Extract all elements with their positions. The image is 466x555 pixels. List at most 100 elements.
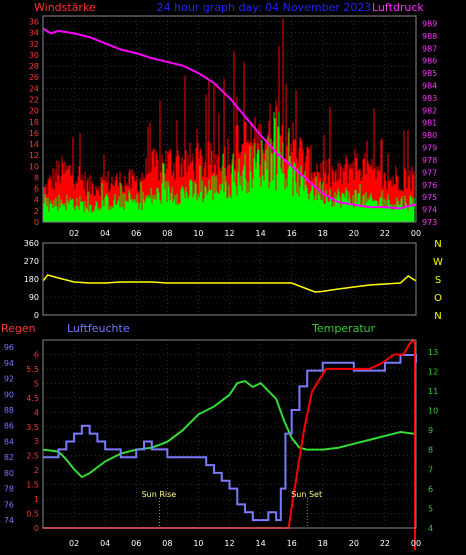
temperature-ytick-label: 4 bbox=[428, 524, 433, 533]
wind-xtick-label: 18 bbox=[318, 229, 328, 238]
temperature-ytick-label: 6 bbox=[428, 485, 433, 494]
humidity-ytick-label: 84 bbox=[4, 437, 14, 446]
wind-ytick-label: 22 bbox=[29, 96, 39, 105]
climate-panel-axes: 00.511.522.533.544.555.56747678808284868… bbox=[4, 343, 438, 548]
wind-ytick-label: 26 bbox=[29, 73, 39, 82]
wind-ytick-label: 32 bbox=[29, 40, 39, 49]
direction-panel-data bbox=[42, 274, 417, 293]
compass-label: W bbox=[433, 257, 443, 268]
rain-ytick-label: 1 bbox=[34, 495, 39, 504]
compass-label: O bbox=[434, 293, 442, 304]
temperature-ytick-label: 10 bbox=[428, 407, 438, 416]
pressure-ytick-label: 980 bbox=[422, 131, 437, 140]
rain-ytick-label: 3 bbox=[34, 437, 39, 446]
pressure-ytick-label: 975 bbox=[422, 193, 437, 202]
wind-xtick-label: 16 bbox=[287, 229, 297, 238]
sunrise-marker-label: Sun Rise bbox=[142, 490, 177, 499]
rain-ytick-label: 5 bbox=[34, 379, 39, 388]
climate-xtick-label: 20 bbox=[349, 539, 359, 548]
rain-ytick-label: 0.5 bbox=[26, 510, 39, 519]
rain-ytick-label: 5.5 bbox=[26, 365, 39, 374]
direction-ytick-label: 90 bbox=[29, 293, 39, 302]
wind-xtick-label: 06 bbox=[131, 229, 141, 238]
pressure-ytick-label: 986 bbox=[422, 57, 437, 66]
wind-ytick-label: 6 bbox=[34, 185, 39, 194]
pressure-label: Luftdruck bbox=[372, 1, 424, 14]
wind-direction-line bbox=[42, 274, 417, 293]
temperature-ytick-label: 8 bbox=[428, 446, 433, 455]
humidity-line bbox=[43, 353, 417, 522]
sunset-marker-label: Sun Set bbox=[291, 490, 322, 499]
pressure-ytick-label: 981 bbox=[422, 119, 437, 128]
wind-panel-frame bbox=[42, 15, 417, 223]
rain-line bbox=[43, 338, 417, 529]
wind-ytick-label: 18 bbox=[29, 118, 39, 127]
climate-xtick-label: 04 bbox=[100, 539, 110, 548]
pressure-ytick-label: 985 bbox=[422, 69, 437, 78]
climate-panel-data bbox=[42, 338, 417, 550]
pressure-ytick-label: 978 bbox=[422, 156, 437, 165]
humidity-ytick-label: 78 bbox=[4, 485, 14, 494]
wind-xtick-label: 12 bbox=[224, 229, 234, 238]
rain-ytick-label: 3.5 bbox=[26, 423, 39, 432]
pressure-ytick-label: 989 bbox=[422, 19, 437, 28]
climate-xtick-label: 10 bbox=[193, 539, 203, 548]
temperature-label: Temperatur bbox=[311, 322, 376, 335]
direction-panel-frame bbox=[42, 242, 417, 316]
wind-ytick-label: 30 bbox=[29, 51, 39, 60]
temperature-ytick-label: 7 bbox=[428, 465, 433, 474]
wind-ytick-label: 24 bbox=[29, 84, 39, 93]
wind-xtick-label: 10 bbox=[193, 229, 203, 238]
pressure-ytick-label: 988 bbox=[422, 32, 437, 41]
wind-xtick-label: 02 bbox=[69, 229, 79, 238]
wind-xtick-label: 08 bbox=[162, 229, 172, 238]
wind-ytick-label: 34 bbox=[29, 29, 39, 38]
rain-ytick-label: 2.5 bbox=[26, 452, 39, 461]
rain-ytick-label: 4.5 bbox=[26, 394, 39, 403]
humidity-ytick-label: 90 bbox=[4, 390, 14, 399]
climate-xtick-label: 22 bbox=[380, 539, 390, 548]
rain-ytick-label: 1.5 bbox=[26, 481, 39, 490]
direction-ytick-label: 0 bbox=[34, 311, 39, 320]
humidity-ytick-label: 80 bbox=[4, 469, 14, 478]
pressure-ytick-label: 976 bbox=[422, 181, 437, 190]
compass-label: S bbox=[435, 275, 441, 286]
compass-label: N bbox=[434, 311, 441, 322]
humidity-ytick-label: 94 bbox=[4, 359, 14, 368]
wind-panel-axes: 0246810121416182022242628303234369739749… bbox=[29, 18, 437, 238]
humidity-ytick-label: 96 bbox=[4, 343, 14, 352]
climate-xtick-label: 14 bbox=[255, 539, 265, 548]
humidity-ytick-label: 74 bbox=[4, 516, 14, 525]
wind-panel-data bbox=[42, 18, 417, 222]
wind-xtick-label: 20 bbox=[349, 229, 359, 238]
wind-label: Windstärke bbox=[34, 1, 96, 14]
humidity-ytick-label: 76 bbox=[4, 500, 14, 509]
pressure-ytick-label: 984 bbox=[422, 81, 437, 90]
temperature-ytick-label: 12 bbox=[428, 367, 438, 376]
wind-ytick-label: 14 bbox=[29, 140, 39, 149]
temperature-ytick-label: 11 bbox=[428, 387, 438, 396]
rain-ytick-label: 6 bbox=[34, 350, 39, 359]
wind-xtick-label: 00 bbox=[411, 229, 421, 238]
pressure-ytick-label: 982 bbox=[422, 106, 437, 115]
humidity-label: Luftfeuchte bbox=[67, 322, 130, 335]
pressure-ytick-label: 973 bbox=[422, 218, 437, 227]
wind-xtick-label: 22 bbox=[380, 229, 390, 238]
rain-ytick-label: 4 bbox=[34, 408, 39, 417]
temperature-ytick-label: 9 bbox=[428, 426, 433, 435]
rain-label: Regen bbox=[1, 322, 36, 335]
direction-ytick-label: 180 bbox=[24, 275, 39, 284]
climate-xtick-label: 06 bbox=[131, 539, 141, 548]
humidity-ytick-label: 92 bbox=[4, 375, 14, 384]
wind-xtick-label: 14 bbox=[255, 229, 265, 238]
wind-ytick-label: 0 bbox=[34, 218, 39, 227]
pressure-ytick-label: 987 bbox=[422, 44, 437, 53]
title: 24 hour graph day: 04 November 2023 bbox=[157, 1, 372, 14]
wind-ytick-label: 8 bbox=[34, 173, 39, 182]
wind-ytick-label: 2 bbox=[34, 207, 39, 216]
wind-xtick-label: 04 bbox=[100, 229, 110, 238]
pressure-ytick-label: 977 bbox=[422, 168, 437, 177]
humidity-ytick-label: 82 bbox=[4, 453, 14, 462]
